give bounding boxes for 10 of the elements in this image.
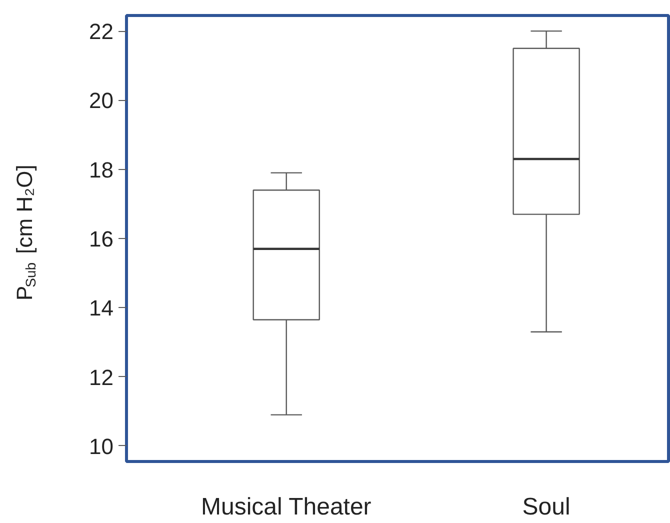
x-tick-label: Soul (522, 494, 570, 520)
y-axis-title: PSub [cm H₂O] (12, 164, 38, 300)
y-tick-label: 20 (89, 88, 114, 114)
x-tick-label: Musical Theater (201, 494, 372, 520)
y-tick-label: 16 (89, 226, 114, 252)
y-tick-label: 14 (89, 296, 114, 321)
y-tick-label: 10 (89, 434, 114, 459)
y-tick-label: 18 (89, 157, 114, 182)
y-tick-label: 12 (89, 364, 114, 390)
y-tick-label: 22 (89, 19, 114, 44)
